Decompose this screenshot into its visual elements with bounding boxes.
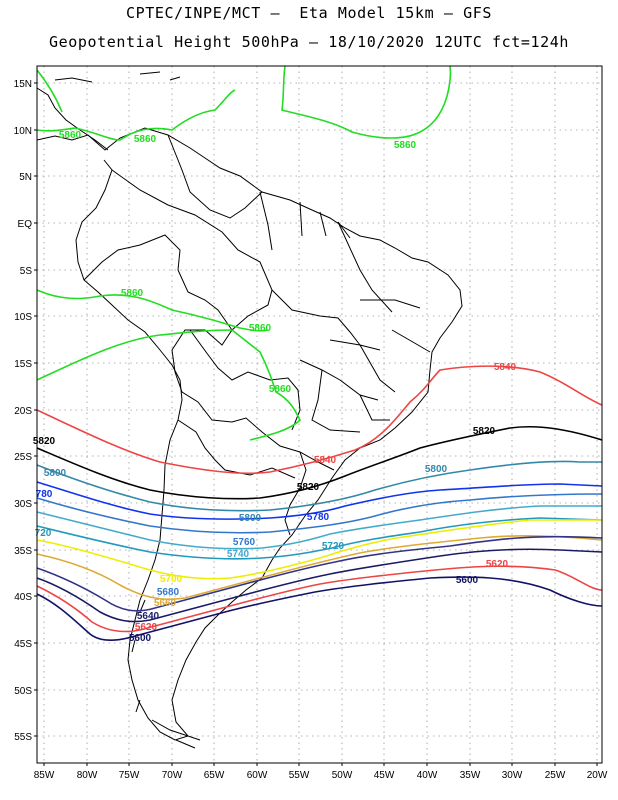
contour-label: 5640 [137,611,160,622]
contour-5840 [36,365,603,475]
contour-label: 5860 [134,134,157,145]
contour-label: 5800 [425,464,448,475]
northeast-brazil-states [329,221,431,393]
contour-label: 5860 [59,130,82,141]
contour-label: 5860 [394,140,417,151]
tierra-del-fuego [151,719,201,749]
lat-lon-grid [37,66,602,763]
height-contours [36,65,603,642]
contour-labels: 5860 5860 5860 5860 5860 5860 5840 5840 5820 5820… [33,130,517,644]
contour-label: 5620 [135,622,158,633]
contour-label: 5820 [297,482,320,493]
colombia-venezuela-border [167,134,263,219]
lon-tick-label: 25W [545,770,566,781]
lon-tick-label: 55W [289,770,310,781]
contour-5700 [36,519,602,580]
lon-tick-label: 20W [587,770,608,781]
lat-tick-label: 20S [14,406,32,417]
contour-label: 5660 [154,598,177,609]
lon-tick-label: 65W [204,770,225,781]
contour-label: 720 [35,528,52,539]
lon-tick-label: 30W [502,770,523,781]
uruguay-border [284,451,307,536]
lon-tick-label: 85W [34,770,55,781]
contour-5820 [36,425,603,500]
lon-tick-label: 45W [374,770,395,781]
contour-5800 [36,460,602,512]
contour-5660 [36,535,603,612]
contour-label: 5860 [121,288,144,299]
lon-tick-label: 40W [417,770,438,781]
contour-5620 [36,565,603,633]
contour-label: 5820 [473,426,496,437]
peru-ecuador-border [83,234,233,331]
contour-label: 5720 [322,541,345,552]
lat-tick-label: 15N [14,79,32,90]
contour-5600 [36,576,603,642]
lon-tick-label: 35W [460,770,481,781]
lat-tick-label: 55S [14,732,32,743]
contour-label: 5860 [269,384,292,395]
andes-borders [177,329,301,479]
contour-label: 5600 [456,575,479,586]
lat-tick-label: 5S [20,266,33,277]
contour-label: 5820 [33,436,56,447]
lat-tick-label: 35S [14,546,32,557]
contour-5860 [281,65,452,139]
contour-5760 [36,493,603,534]
lon-tick-label: 60W [247,770,268,781]
lon-tick-label: 50W [332,770,353,781]
lat-tick-label: 10S [14,312,32,323]
lat-tick-label: 10N [14,126,32,137]
contour-label: 5800 [44,468,67,479]
contour-5720 [36,517,603,560]
brazil-border [111,169,335,471]
lat-tick-label: 25S [14,452,32,463]
contour-label: 5620 [486,559,509,570]
caribbean-islands [54,71,181,83]
map-title-line-2: Geopotential Height 500hPa – 18/10/2020 … [48,33,570,51]
guiana-borders [259,191,351,251]
lat-tick-label: 45S [14,639,32,650]
contour-label: 780 [36,489,53,500]
latitude-axis: 15N 10N 5N EQ 5S 10S 15S 20S 25S 30S 35S 40S 45S 50S 5… [14,79,37,743]
contour-5640 [36,548,603,623]
contour-5740 [36,505,602,550]
longitude-axis: 85W 80W 75W 70W 65W 60W 55W 50W 45W 40W 35W 30W 25W 2… [34,763,608,781]
contour-label: 5780 [307,512,330,523]
lon-tick-label: 70W [162,770,183,781]
lat-tick-label: 30S [14,499,32,510]
lat-tick-label: EQ [18,219,33,230]
map-frame [36,65,603,764]
contour-5860 [36,329,301,441]
lat-tick-label: 50S [14,686,32,697]
lat-tick-label: 5N [19,172,32,183]
contour-5780 [36,481,603,520]
central-america-isthmus [36,87,109,151]
contour-label: 5740 [227,549,250,560]
lon-tick-label: 75W [119,770,140,781]
south-america-coastline [36,127,463,741]
contour-label: 5840 [314,455,337,466]
central-brazil-states [271,289,390,433]
contour-label: 5840 [494,362,517,373]
map-title-line-1: CPTEC/INPE/MCT – Eta Model 15km – GFS [126,4,492,22]
lat-tick-label: 15S [14,359,32,370]
contour-label: 5700 [160,574,183,585]
contour-label: 5860 [249,323,272,334]
contour-5860 [36,289,269,332]
contour-label: 5760 [233,537,256,548]
contour-5860 [36,69,63,113]
lon-tick-label: 80W [77,770,98,781]
contour-5680 [36,535,603,601]
contour-label: 5680 [157,587,180,598]
continent-outlines [36,71,463,749]
lat-tick-label: 40S [14,592,32,603]
contour-label: 5600 [129,633,152,644]
contour-label: 5800 [239,513,262,524]
contour-5860 [36,89,236,141]
